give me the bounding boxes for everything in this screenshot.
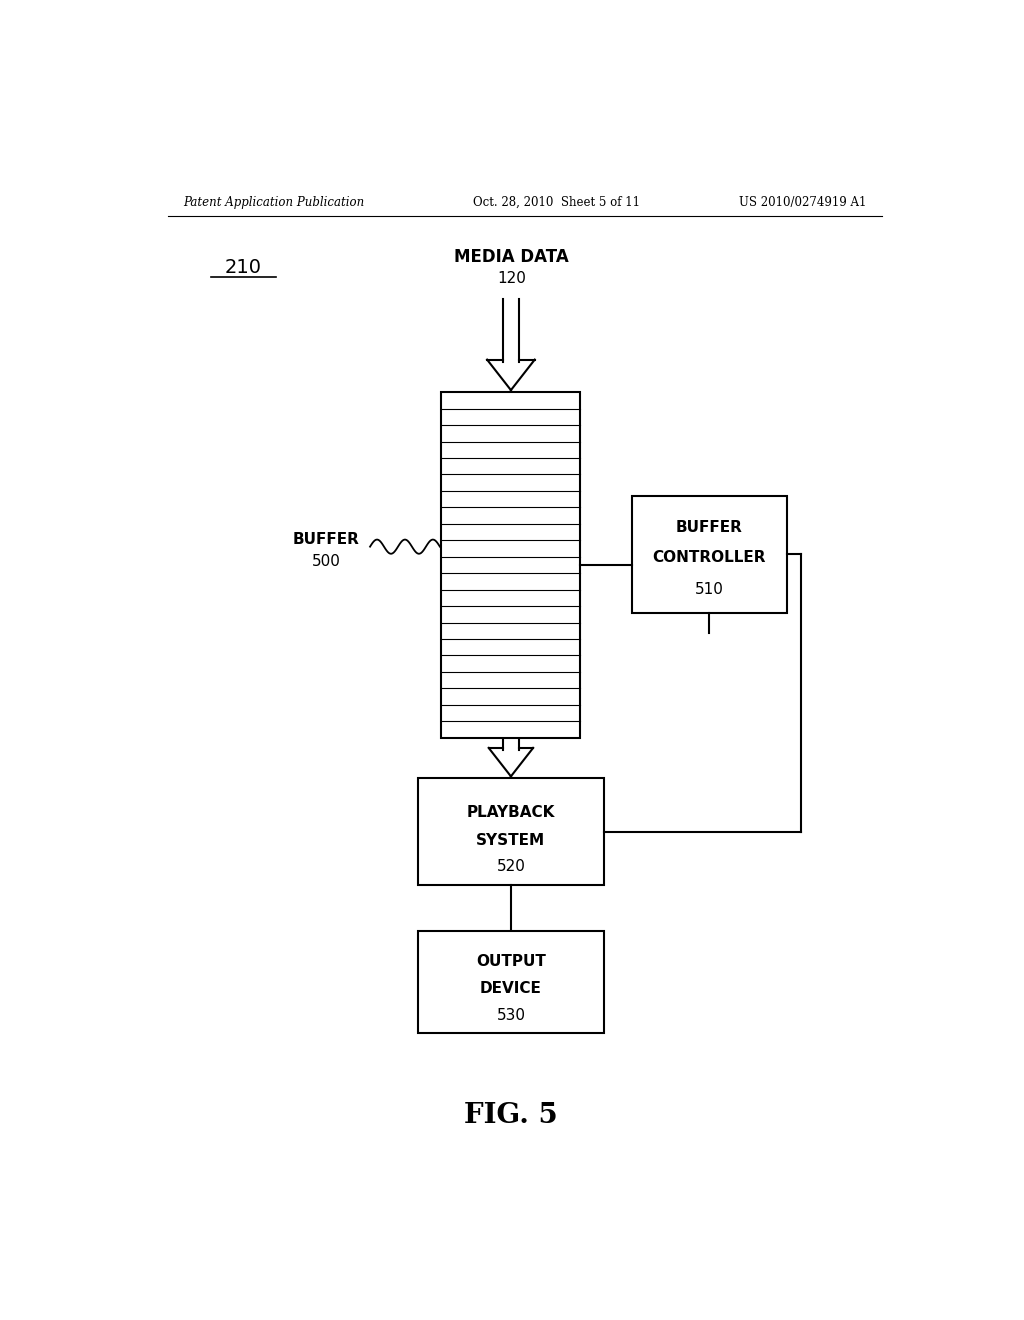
Bar (418, 779, 604, 886)
Bar (418, 931, 604, 1032)
Text: MEDIA DATA: MEDIA DATA (454, 248, 568, 267)
Text: DEVICE: DEVICE (480, 981, 542, 997)
Bar (632, 496, 786, 612)
Text: 530: 530 (497, 1007, 525, 1023)
Text: Oct. 28, 2010  Sheet 5 of 11: Oct. 28, 2010 Sheet 5 of 11 (473, 195, 640, 209)
Text: BUFFER: BUFFER (293, 532, 359, 546)
Text: 500: 500 (312, 554, 341, 569)
Text: US 2010/0274919 A1: US 2010/0274919 A1 (738, 195, 866, 209)
Text: Patent Application Publication: Patent Application Publication (183, 195, 365, 209)
Text: PLAYBACK: PLAYBACK (467, 805, 555, 820)
Text: 520: 520 (497, 859, 525, 874)
Text: 120: 120 (497, 271, 525, 286)
Bar (441, 392, 581, 738)
Text: BUFFER: BUFFER (676, 520, 742, 535)
Text: CONTROLLER: CONTROLLER (652, 550, 766, 565)
Text: SYSTEM: SYSTEM (476, 833, 546, 847)
Text: 510: 510 (695, 582, 724, 597)
Text: FIG. 5: FIG. 5 (465, 1102, 558, 1130)
Text: 210: 210 (224, 257, 261, 277)
Text: OUTPUT: OUTPUT (476, 954, 546, 969)
